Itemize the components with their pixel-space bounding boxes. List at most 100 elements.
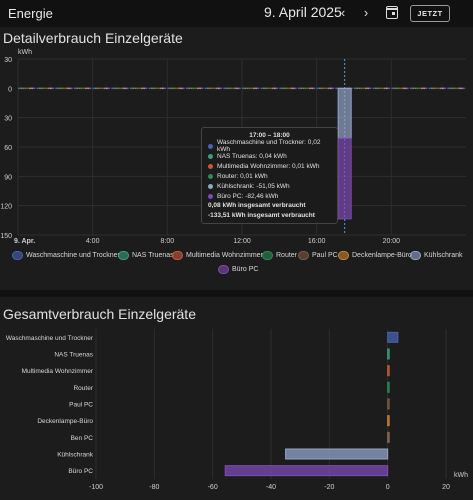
legend-dot-icon <box>208 163 213 169</box>
tooltip-sum-negative: -133,51 kWh insgesamt verbraucht <box>208 212 315 219</box>
category-label: Router <box>73 385 93 392</box>
tooltip-row-text: NAS Truenas: 0,04 kWh <box>217 152 287 160</box>
tooltip-row-text: Büro PC: -82,46 kWh <box>217 192 279 200</box>
bar-paul-pc <box>387 398 390 410</box>
category-label: Waschmaschine und Trockner <box>6 335 94 342</box>
tooltip-row: Router: 0,01 kWh <box>208 171 331 181</box>
legend-dot-icon <box>208 183 213 189</box>
x-tick-label: 8:00 <box>161 238 175 245</box>
legend-label: Büro PC <box>232 265 259 273</box>
bar-nas-truenas <box>387 348 390 360</box>
top-bar: Energie 9. April 2025 ‹ › JETZT <box>0 0 473 27</box>
category-label: Deckenlampe-Büro <box>37 418 93 425</box>
calendar-icon[interactable] <box>386 6 398 19</box>
bar-deckenlampe-buro <box>387 415 390 427</box>
total-chart: -100 -80 -60 -40 -20 0 20 kWh Waschmaschine und … <box>6 329 468 491</box>
legend-dot-icon <box>208 153 213 159</box>
legend-swatch-icon <box>338 250 349 260</box>
tooltip-row-text: Waschmaschine und Trockner: 0,02 kWh <box>217 139 321 153</box>
legend-swatch-icon <box>12 250 23 260</box>
x-tick-label: 0 <box>386 484 390 491</box>
legend-item-deckenlampe-buro[interactable]: Deckenlampe-Büro <box>338 249 412 261</box>
legend-label: NAS Truenas <box>132 251 174 259</box>
legend-item-buro-pc[interactable]: Büro PC <box>218 263 258 275</box>
bar-waschmaschine-und-trockner <box>387 331 399 343</box>
category-label: Multimedia Wohnzimmer <box>22 368 94 375</box>
legend-swatch-icon <box>262 250 273 260</box>
category-label: Kühlschrank <box>57 452 94 459</box>
x-tick-label: 9. Apr. <box>14 238 35 245</box>
legend-label: Kühlschrank <box>424 251 463 259</box>
legend-label: Router <box>276 251 298 259</box>
legend-dot-icon <box>208 173 213 179</box>
y-tick-label: 150 <box>0 233 12 240</box>
legend-swatch-icon <box>172 250 183 260</box>
category-label: Büro PC <box>68 468 93 475</box>
legend-swatch-icon <box>410 250 421 260</box>
legend-label: Waschmaschine und Trockner <box>26 251 120 259</box>
legend-item-nas-truenas[interactable]: NAS Truenas <box>118 249 174 261</box>
bar-ben-pc <box>387 431 390 443</box>
x-tick-label: 16:00 <box>308 238 326 245</box>
legend-swatch-icon <box>218 264 229 274</box>
legend-label: Multimedia Wohnzimmer <box>186 251 263 259</box>
legend-item-multimedia-wohnzimmer[interactable]: Multimedia Wohnzimmer <box>172 249 263 261</box>
legend-label: Paul PC <box>312 251 338 259</box>
legend-label: Deckenlampe-Büro <box>352 251 412 259</box>
y-tick-label: 60 <box>4 145 12 152</box>
legend-dot-icon <box>208 143 213 149</box>
tooltip-row-text: Multimedia Wohnzimmer: 0,01 kWh <box>217 162 320 170</box>
detail-card: Detailverbrauch Einzelgeräte kWh 30 0 30 60 9… <box>0 27 473 290</box>
legend-dot-icon <box>208 193 213 199</box>
x-tick-label: -40 <box>266 484 276 491</box>
bar-kuhlschrank <box>337 87 352 139</box>
bar-kuhlschrank <box>285 448 389 460</box>
y-tick-label: 120 <box>0 204 12 211</box>
legend-swatch-icon <box>118 250 129 260</box>
x-tick-label: -60 <box>208 484 218 491</box>
tooltip-row-text: Router: 0,01 kWh <box>217 172 268 180</box>
tooltip-sum-positive: 0,08 kWh insgesamt verbraucht <box>208 202 306 209</box>
tooltip-row: Büro PC: -82,46 kWh <box>208 191 331 201</box>
x-tick-label: 20 <box>442 484 450 491</box>
legend-item-kuhlschrank[interactable]: Kühlschrank <box>410 249 463 261</box>
y-axis-unit: kWh <box>18 49 32 56</box>
x-tick-label: 20:00 <box>383 238 401 245</box>
y-tick-label: 90 <box>4 174 12 181</box>
x-tick-label: -80 <box>149 484 159 491</box>
bar-buro-pc <box>337 137 352 220</box>
bar-buro-pc <box>224 465 389 477</box>
category-label: Ben PC <box>71 435 94 442</box>
tooltip-row: Kühlschrank: -51,05 kWh <box>208 181 331 191</box>
x-tick-label: -20 <box>324 484 334 491</box>
bar-router <box>387 381 390 393</box>
y-tick-label: 30 <box>4 116 12 123</box>
total-title: Gesamtverbrauch Einzelgeräte <box>3 306 196 322</box>
page-title: Energie <box>8 6 53 21</box>
tooltip-title: 17:00 – 18:00 <box>249 132 290 139</box>
tooltip-row: Multimedia Wohnzimmer: 0,01 kWh <box>208 161 331 171</box>
tooltip-row: Waschmaschine und Trockner: 0,02 kWh <box>208 139 331 153</box>
y-tick-label: 0 <box>8 86 12 93</box>
today-button[interactable]: JETZT <box>410 5 450 22</box>
x-axis-unit: kWh <box>454 472 468 479</box>
total-card: Gesamtverbrauch Einzelgeräte -100 -80 -60-… <box>0 297 473 500</box>
legend-swatch-icon <box>298 250 309 260</box>
date-display[interactable]: 9. April 2025 <box>264 4 342 20</box>
legend-item-waschmaschine-und-trockner[interactable]: Waschmaschine und Trockner <box>12 249 120 261</box>
x-tick-label: -100 <box>89 484 103 491</box>
legend-item-paul-pc[interactable]: Paul PC <box>298 249 338 261</box>
y-tick-label: 30 <box>4 57 12 64</box>
bar-multimedia-wohnzimmer <box>387 365 390 377</box>
chevron-right-icon[interactable]: › <box>363 5 369 20</box>
legend-item-router[interactable]: Router <box>262 249 297 261</box>
detail-title: Detailverbrauch Einzelgeräte <box>3 30 183 46</box>
category-label: NAS Truenas <box>54 352 93 359</box>
tooltip-row-text: Kühlschrank: -51,05 kWh <box>217 182 290 190</box>
x-tick-label: 4:00 <box>86 238 100 245</box>
tooltip-row: NAS Truenas: 0,04 kWh <box>208 151 331 161</box>
x-tick-label: 12:00 <box>233 238 251 245</box>
chevron-left-icon[interactable]: ‹ <box>340 5 346 20</box>
category-label: Paul PC <box>69 402 93 409</box>
